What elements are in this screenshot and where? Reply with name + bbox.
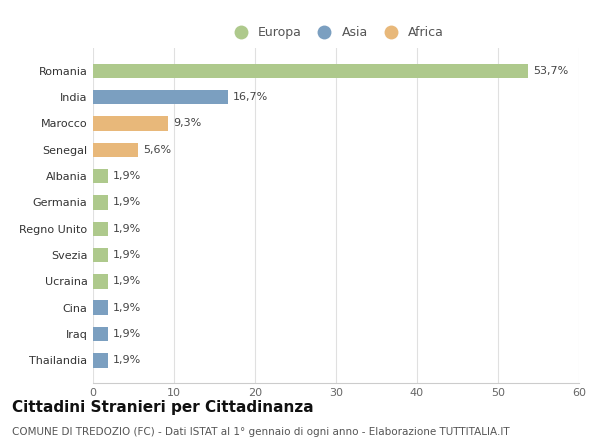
Text: 1,9%: 1,9% [113, 198, 142, 207]
Text: 1,9%: 1,9% [113, 356, 142, 365]
Bar [93, 301, 109, 315]
Bar [93, 64, 528, 78]
Bar [93, 90, 228, 104]
Text: 1,9%: 1,9% [113, 276, 142, 286]
Text: 1,9%: 1,9% [113, 224, 142, 234]
Legend: Europa, Asia, Africa: Europa, Asia, Africa [223, 21, 449, 44]
Bar [93, 353, 109, 367]
Text: 16,7%: 16,7% [233, 92, 268, 102]
Bar [93, 221, 109, 236]
Text: 9,3%: 9,3% [173, 118, 202, 128]
Text: 1,9%: 1,9% [113, 250, 142, 260]
Text: 5,6%: 5,6% [143, 145, 172, 155]
Bar [93, 274, 109, 289]
Bar [93, 327, 109, 341]
Text: 1,9%: 1,9% [113, 303, 142, 313]
Bar [93, 143, 139, 157]
Bar [93, 195, 109, 210]
Text: COMUNE DI TREDOZIO (FC) - Dati ISTAT al 1° gennaio di ogni anno - Elaborazione T: COMUNE DI TREDOZIO (FC) - Dati ISTAT al … [12, 427, 509, 437]
Text: 1,9%: 1,9% [113, 171, 142, 181]
Text: 1,9%: 1,9% [113, 329, 142, 339]
Bar [93, 248, 109, 262]
Text: 53,7%: 53,7% [533, 66, 568, 76]
Bar [93, 169, 109, 183]
Text: Cittadini Stranieri per Cittadinanza: Cittadini Stranieri per Cittadinanza [12, 400, 314, 415]
Bar [93, 116, 169, 131]
